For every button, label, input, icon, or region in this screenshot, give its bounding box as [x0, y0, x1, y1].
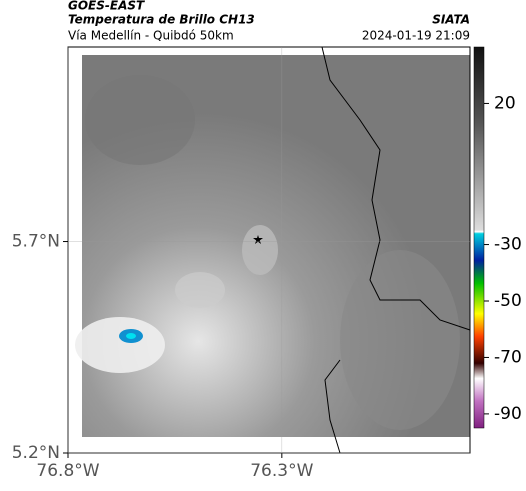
colorbar-tick-label: -90 [494, 404, 522, 424]
agency: SIATA [432, 13, 470, 27]
map-image [75, 46, 471, 454]
region: Vía Medellín - Quibdó 50km [68, 29, 234, 43]
colorbar [473, 46, 485, 429]
y-tick-label: 5.2°N [12, 443, 60, 463]
x-tick-label: 76.3°W [250, 461, 313, 481]
colorbar-tick-label: -70 [494, 347, 522, 367]
source: GOES-EAST [68, 0, 145, 13]
product: Temperatura de Brillo CH13 [68, 13, 255, 27]
x-tick-label: 76.8°W [36, 461, 99, 481]
colorbar-tick-label: -50 [494, 291, 522, 311]
datetime: 2024-01-19 21:09 [362, 29, 470, 43]
y-tick-label: 5.7°N [12, 232, 60, 252]
colorbar-tick-label: -30 [494, 235, 522, 255]
colorbar-tick-label: 20 [494, 93, 516, 113]
